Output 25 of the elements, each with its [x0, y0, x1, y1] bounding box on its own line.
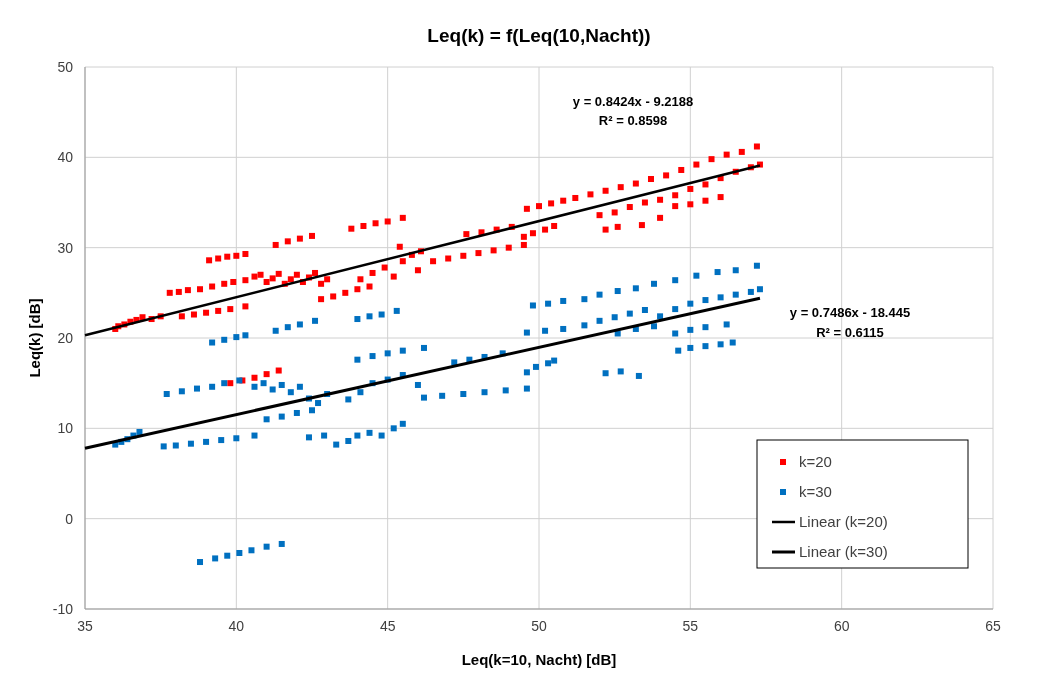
y-tick-label: 20	[57, 330, 74, 346]
y-tick-label: -10	[52, 601, 74, 617]
y-tick-label: 40	[57, 149, 74, 166]
annotation: R² = 0.8598	[598, 113, 668, 128]
y-tick-label: 0	[65, 510, 74, 527]
x-tick-label: 60	[833, 618, 850, 634]
x-tick-label: 55	[682, 618, 699, 634]
y-axis-title: Leq(k) [dB]	[26, 298, 43, 378]
legend-label: Linear (k=20)	[799, 513, 888, 530]
x-axis-title: Leq(k=10, Nacht) [dB]	[461, 651, 617, 668]
x-tick-label: 50	[531, 618, 547, 634]
legend-label: Linear (k=30)	[799, 543, 888, 560]
annotation: R² = 0.6115	[816, 325, 884, 340]
y-tick-label: 30	[57, 239, 74, 256]
x-tick-label: 35	[77, 618, 93, 634]
legend-label: k=20	[799, 453, 832, 470]
x-tick-label: 40	[228, 618, 245, 634]
legend-label: k=30	[799, 483, 832, 500]
x-tick-label: 45	[379, 618, 396, 634]
y-tick-label: 50	[57, 59, 74, 75]
y-tick-label: 10	[57, 420, 74, 437]
x-tick-label: 65	[985, 618, 1001, 634]
chart-title: Leq(k) = f(Leq(10,Nacht))	[427, 25, 651, 46]
annotation: y = 0.8424x - 9.2188	[572, 94, 694, 109]
annotation: y = 0.7486x - 18.445	[789, 305, 911, 320]
